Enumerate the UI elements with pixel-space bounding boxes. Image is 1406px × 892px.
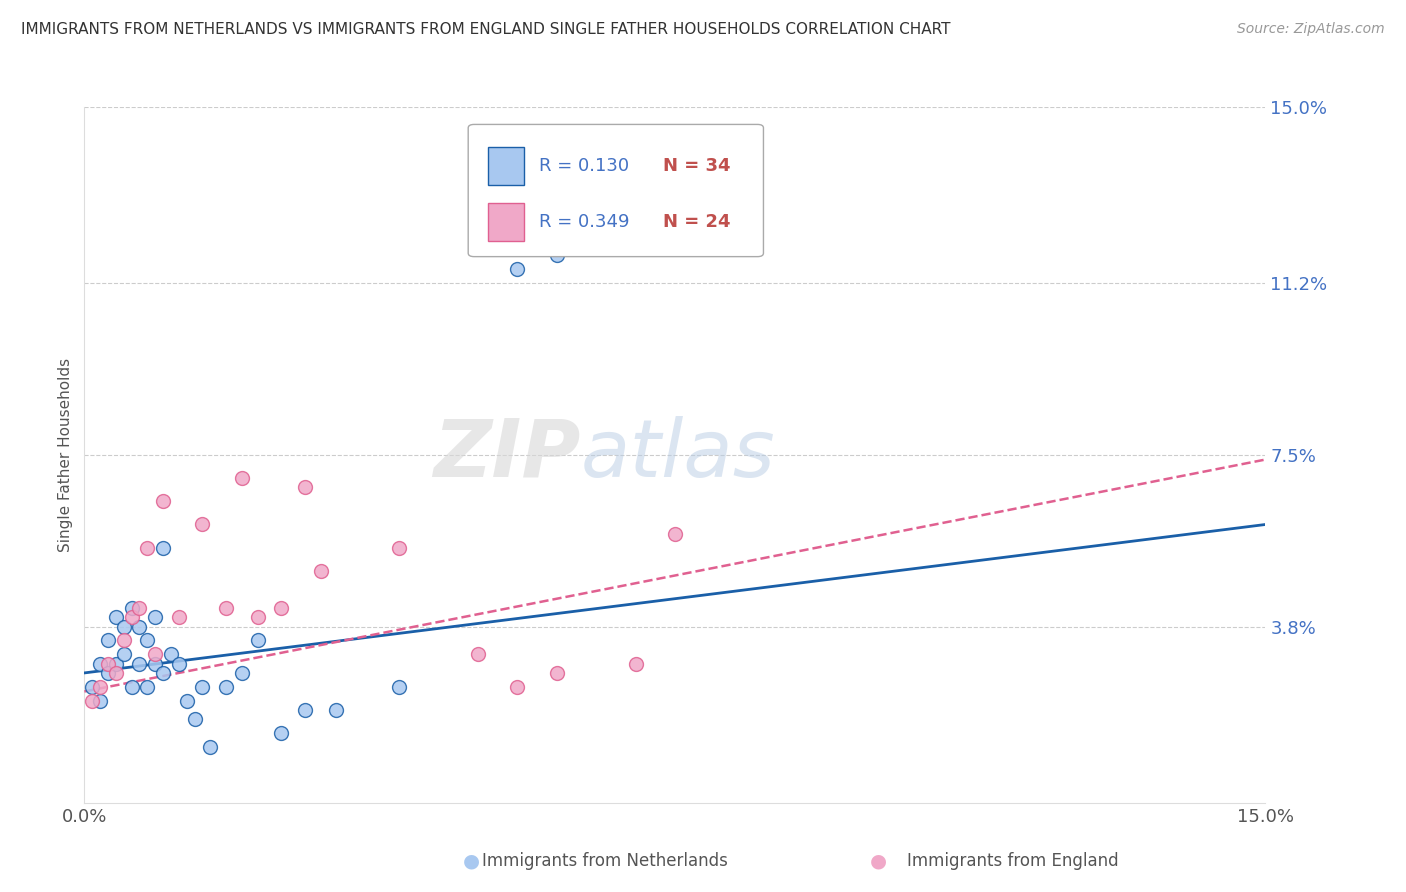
- Point: [152, 494, 174, 508]
- Point: [467, 648, 489, 662]
- Point: [546, 665, 568, 680]
- FancyBboxPatch shape: [468, 124, 763, 257]
- Text: Immigrants from England: Immigrants from England: [907, 852, 1118, 870]
- Text: ●: ●: [463, 851, 479, 871]
- Point: [143, 657, 166, 671]
- Point: [506, 262, 529, 277]
- Point: [325, 703, 347, 717]
- Point: [246, 610, 269, 624]
- Point: [121, 601, 143, 615]
- Point: [152, 541, 174, 555]
- Point: [121, 610, 143, 624]
- FancyBboxPatch shape: [488, 147, 523, 186]
- Point: [167, 610, 190, 624]
- Text: R = 0.130: R = 0.130: [538, 157, 647, 175]
- Text: ZIP: ZIP: [433, 416, 581, 494]
- Point: [388, 680, 411, 694]
- Point: [183, 712, 205, 726]
- Point: [136, 633, 159, 648]
- Point: [143, 610, 166, 624]
- Point: [388, 541, 411, 555]
- Point: [136, 680, 159, 694]
- Point: [176, 694, 198, 708]
- Y-axis label: Single Father Households: Single Father Households: [58, 358, 73, 552]
- Text: IMMIGRANTS FROM NETHERLANDS VS IMMIGRANTS FROM ENGLAND SINGLE FATHER HOUSEHOLDS : IMMIGRANTS FROM NETHERLANDS VS IMMIGRANT…: [21, 22, 950, 37]
- Point: [167, 657, 190, 671]
- Point: [191, 680, 214, 694]
- Point: [270, 601, 292, 615]
- Point: [506, 680, 529, 694]
- Point: [128, 657, 150, 671]
- Text: Immigrants from Netherlands: Immigrants from Netherlands: [482, 852, 727, 870]
- Point: [270, 726, 292, 740]
- Point: [82, 694, 104, 708]
- Text: N = 24: N = 24: [664, 213, 731, 231]
- Point: [664, 526, 686, 541]
- Point: [546, 248, 568, 262]
- Point: [128, 601, 150, 615]
- Point: [97, 633, 120, 648]
- Point: [231, 471, 253, 485]
- Point: [89, 657, 111, 671]
- Point: [104, 610, 127, 624]
- Point: [104, 657, 127, 671]
- Text: atlas: atlas: [581, 416, 775, 494]
- Text: Source: ZipAtlas.com: Source: ZipAtlas.com: [1237, 22, 1385, 37]
- Point: [294, 480, 316, 494]
- Point: [215, 680, 238, 694]
- FancyBboxPatch shape: [488, 202, 523, 241]
- Point: [215, 601, 238, 615]
- Point: [89, 680, 111, 694]
- Point: [309, 564, 332, 578]
- Text: R = 0.349: R = 0.349: [538, 213, 647, 231]
- Point: [128, 619, 150, 633]
- Point: [97, 665, 120, 680]
- Point: [200, 740, 222, 755]
- Point: [121, 680, 143, 694]
- Point: [143, 648, 166, 662]
- Point: [112, 619, 135, 633]
- Point: [246, 633, 269, 648]
- Point: [294, 703, 316, 717]
- Point: [231, 665, 253, 680]
- Point: [112, 648, 135, 662]
- Point: [112, 633, 135, 648]
- Point: [136, 541, 159, 555]
- Text: N = 34: N = 34: [664, 157, 731, 175]
- Point: [152, 665, 174, 680]
- Point: [82, 680, 104, 694]
- Point: [191, 517, 214, 532]
- Point: [160, 648, 183, 662]
- Point: [624, 657, 647, 671]
- Point: [104, 665, 127, 680]
- Point: [97, 657, 120, 671]
- Point: [89, 694, 111, 708]
- Text: ●: ●: [870, 851, 887, 871]
